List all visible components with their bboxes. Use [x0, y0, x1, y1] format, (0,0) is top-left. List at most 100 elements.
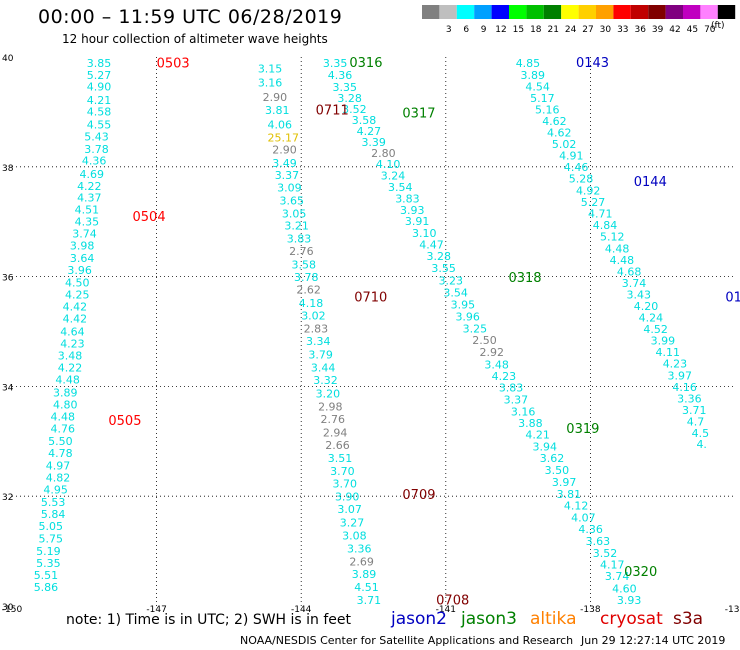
wave-height-value: 3.95: [451, 298, 476, 311]
legend-swatch: [596, 5, 614, 19]
wave-height-value: 4.: [696, 438, 707, 451]
wave-height-value: 3.36: [677, 392, 702, 405]
wave-height-value: 4.18: [299, 297, 324, 310]
wave-height-value: 4.95: [43, 483, 68, 496]
wave-height-value: 4.10: [376, 158, 401, 171]
satellite-name-jason2: jason2: [391, 609, 447, 629]
pass-time-label: 0144: [634, 175, 667, 190]
wave-height-value: 3.35: [333, 81, 358, 94]
wave-height-value: 3.99: [651, 335, 676, 348]
wave-height-value: 5.50: [48, 435, 73, 448]
satellite-track: 4.853.894.545.175.164.624.625.024.914.46…: [516, 57, 709, 451]
wave-height-value: 4.97: [46, 459, 71, 472]
wave-height-value: 3.78: [84, 143, 109, 156]
legend-swatch: [439, 5, 457, 19]
wave-height-value: 4.12: [564, 499, 589, 512]
legend-tick-label: 39: [652, 25, 664, 35]
wave-height-value: 4.36: [82, 155, 107, 168]
wave-height-value: 3.89: [352, 568, 377, 581]
wave-height-value: 2.98: [318, 401, 343, 414]
wave-height-value: 4.48: [51, 410, 75, 423]
wave-height-value: 4.64: [60, 325, 84, 338]
wave-height-value: 4.54: [525, 80, 550, 93]
wave-height-value: 2.62: [296, 284, 321, 297]
wave-height-value: 3.28: [427, 250, 452, 263]
legend-swatch: [509, 5, 527, 19]
wave-height-value: 3.94: [533, 441, 558, 454]
wave-height-value: 3.81: [557, 488, 582, 501]
wave-height-value: 4.48: [55, 374, 80, 387]
wave-height-value: 3.93: [400, 204, 425, 217]
wave-height-value: 3.51: [328, 452, 353, 465]
wave-height-value: 4.16: [672, 381, 697, 394]
pass-time-label: 0503: [157, 56, 190, 71]
satellite-name-s3a: s3a: [673, 609, 704, 629]
wave-height-value: 2.90: [272, 144, 297, 157]
wave-height-value: 2.76: [320, 413, 345, 426]
wave-height-value: 2.69: [349, 555, 374, 568]
map-title: 00:00 – 11:59 UTC 06/28/2019: [38, 6, 343, 28]
wave-height-value: 3.54: [443, 286, 468, 299]
wave-height-value: 4.92: [576, 184, 601, 197]
wave-height-value: 4.07: [571, 511, 596, 524]
wave-height-value: 4.76: [51, 423, 75, 436]
wave-height-value: 5.86: [34, 581, 59, 594]
wave-height-value: 5.27: [87, 69, 112, 82]
wave-height-value: 2.83: [304, 323, 329, 336]
wave-height-value: 4.85: [516, 57, 541, 70]
pass-time-label: 0143: [576, 56, 609, 71]
satellite-name-jason3: jason3: [461, 609, 517, 629]
wave-height-value: 4.80: [53, 398, 78, 411]
lon-tick-label: -141: [436, 605, 456, 615]
wave-height-value: 4.52: [643, 323, 668, 336]
wave-height-value: 3.93: [617, 594, 642, 607]
wave-height-value: 3.85: [87, 57, 112, 70]
wave-height-value: 4.47: [419, 239, 444, 252]
wave-height-value: 4.51: [354, 581, 379, 594]
satellite-track: 3.354.363.353.283.523.584.273.392.804.10…: [323, 57, 642, 607]
wave-height-value: 4.50: [65, 276, 90, 289]
wave-height-value: 3.23: [439, 274, 464, 287]
legend-swatch: [578, 5, 596, 19]
wave-height-value: 5.35: [36, 557, 61, 570]
lat-tick-label: 38: [2, 164, 14, 174]
legend-tick-label: 24: [565, 25, 577, 35]
wave-height-value: 5.51: [34, 569, 59, 582]
legend-tick-label: 42: [669, 25, 680, 35]
footer-timestamp: Jun 29 12:27:14 UTC 2019: [581, 634, 726, 647]
wave-height-value: 4.48: [610, 254, 635, 267]
wave-height-value: 4.37: [77, 191, 102, 204]
legend-swatch: [683, 5, 701, 19]
wave-height-value: 3.08: [342, 530, 367, 543]
wave-height-value: 3.20: [316, 387, 341, 400]
pass-time-label: 0317: [402, 106, 435, 121]
lat-tick-label: 32: [2, 493, 13, 503]
pass-time-label: 0318: [508, 271, 541, 286]
wave-height-value: 3.62: [540, 452, 565, 465]
wave-height-value: 4.23: [492, 370, 516, 383]
wave-height-value: 3.74: [605, 570, 630, 583]
wave-height-value: 4.25: [65, 289, 90, 302]
wave-height-value: 25.17: [267, 132, 299, 145]
wave-height-value: 2.94: [323, 426, 348, 439]
wave-height-value: 4.35: [75, 216, 100, 229]
wave-height-value: 3.16: [258, 77, 283, 90]
legend-tick-label: 6: [463, 25, 469, 35]
wave-height-value: 4.46: [564, 161, 589, 174]
wave-height-value: 5.02: [552, 138, 577, 151]
legend-swatch: [717, 5, 736, 19]
wave-height-value: 2.66: [325, 439, 350, 452]
wave-height-value: 3.70: [330, 465, 355, 478]
lat-tick-label: 40: [2, 54, 14, 64]
wave-height-value: 4.60: [612, 582, 637, 595]
wave-height-value: 3.24: [381, 169, 406, 182]
wave-height-value: 4.11: [655, 346, 680, 359]
legend-unit-label: (ft): [711, 21, 725, 31]
legend-swatch: [700, 5, 718, 19]
wave-height-value: 4.71: [588, 207, 613, 220]
wave-height-value: 3.97: [552, 476, 577, 489]
satellite-track: 3.855.274.904.214.584.555.433.784.364.69…: [34, 57, 112, 594]
wave-height-value: 3.90: [335, 491, 360, 504]
pass-time-label: 0709: [402, 488, 435, 503]
